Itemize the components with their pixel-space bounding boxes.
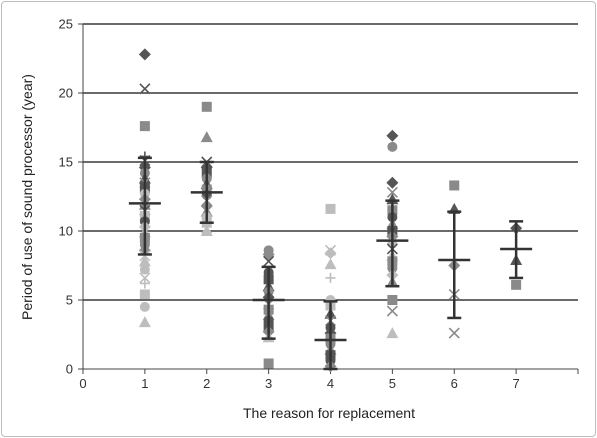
data-point	[387, 141, 398, 152]
data-point	[139, 301, 150, 312]
y-tick-label: 25	[59, 17, 73, 32]
x-tick-label: 5	[389, 376, 396, 391]
x-tick-label: 6	[451, 376, 458, 391]
x-tick-label: 4	[327, 376, 334, 391]
data-point	[200, 225, 213, 236]
data-point	[386, 129, 399, 142]
data-point	[139, 278, 150, 289]
data-point	[139, 121, 150, 132]
data-point	[200, 131, 213, 143]
y-tick-label: 5	[66, 293, 73, 308]
x-tick-label: 7	[513, 376, 520, 391]
data-point	[449, 180, 460, 191]
data-point	[448, 327, 460, 339]
y-tick-labels: 0 5 10 15 20 25	[59, 17, 73, 377]
x-axis-label: The reason for replacement	[243, 405, 415, 421]
data-point	[201, 101, 212, 112]
data-point	[263, 358, 274, 369]
data-point	[325, 203, 336, 214]
y-tick-label: 0	[66, 362, 73, 377]
y-axis-label: Period of use of sound processor (year)	[19, 74, 35, 320]
data-point	[325, 272, 336, 283]
x-tick-label: 1	[141, 376, 148, 391]
data-point	[511, 279, 522, 290]
data-point	[324, 247, 337, 260]
x-tick-label: 3	[265, 376, 272, 391]
data-point	[324, 258, 337, 270]
data-point	[139, 272, 151, 284]
data-point	[386, 305, 398, 317]
data-point	[139, 289, 150, 300]
error-bars	[128, 156, 533, 371]
x-tick-label: 2	[203, 376, 210, 391]
data-point	[386, 186, 398, 198]
x-tick-label: 0	[79, 376, 86, 391]
x-tick-labels: 0 1 2 3 4 5 6 7	[79, 376, 519, 391]
data-point	[386, 327, 399, 339]
gridlines	[83, 23, 578, 301]
data-point	[387, 295, 398, 305]
data-point	[138, 48, 151, 61]
data-point	[138, 316, 151, 328]
y-tick-label: 15	[59, 155, 73, 170]
data-point	[139, 264, 150, 275]
data-point	[386, 176, 399, 189]
data-point	[139, 83, 151, 95]
data-point	[263, 255, 275, 267]
data-point	[138, 255, 151, 267]
y-tick-label: 20	[59, 86, 73, 101]
y-tick-label: 10	[59, 224, 73, 239]
axes	[78, 23, 579, 374]
